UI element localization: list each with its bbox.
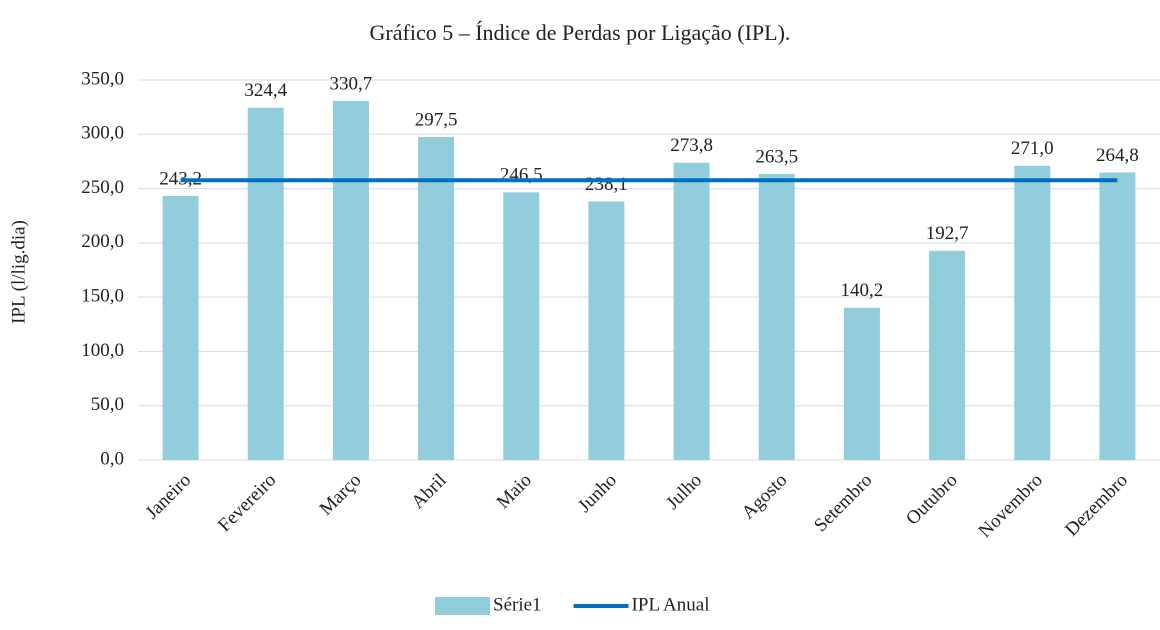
x-tick-label: Abril [407, 470, 450, 513]
data-label: 192,7 [926, 223, 969, 244]
y-tick-label: 200,0 [81, 231, 124, 252]
data-label: 271,0 [1011, 138, 1054, 159]
y-tick-label: 350,0 [81, 68, 124, 89]
x-tick-label: Dezembro [1061, 470, 1132, 541]
x-tick-label: Setembro [810, 470, 876, 536]
chart-title: Gráfico 5 – Índice de Perdas por Ligação… [370, 20, 791, 45]
x-tick-label: Junho [574, 470, 621, 517]
data-label: 324,4 [244, 80, 287, 101]
x-tick-label: Janeiro [142, 470, 196, 524]
bar [1099, 172, 1136, 460]
bar [332, 100, 369, 460]
x-tick-label: Julho [662, 470, 706, 514]
y-tick-label: 0,0 [100, 448, 124, 469]
data-label: 330,7 [330, 73, 373, 94]
bar [418, 137, 455, 460]
bar [588, 201, 625, 460]
data-label: 246,5 [500, 165, 543, 186]
legend-swatch [435, 597, 490, 615]
bar [843, 307, 880, 460]
data-label: 297,5 [415, 109, 458, 130]
bar [503, 192, 540, 460]
y-tick-label: 300,0 [81, 123, 124, 144]
bar [247, 107, 284, 461]
legend-label: IPL Anual [632, 594, 710, 615]
data-label: 263,5 [755, 146, 798, 167]
data-label: 264,8 [1096, 145, 1139, 166]
data-label: 238,1 [585, 174, 628, 195]
legend-label: Série1 [493, 594, 542, 615]
y-axis-title: IPL (l/lig.dia) [8, 220, 29, 324]
data-label: 273,8 [670, 135, 713, 156]
y-tick-label: 50,0 [91, 394, 124, 415]
x-tick-label: Novembro [975, 470, 1047, 542]
y-tick-label: 150,0 [81, 286, 124, 307]
bar [1014, 165, 1051, 460]
x-tick-label: Outubro [902, 470, 962, 530]
bar [758, 173, 795, 460]
x-tick-label: Agosto [738, 470, 792, 524]
x-tick-label: Maio [493, 470, 536, 513]
x-tick-label: Março [316, 470, 366, 520]
bar [929, 250, 966, 460]
data-label: 140,2 [841, 280, 884, 301]
y-tick-label: 100,0 [81, 340, 124, 361]
bar [162, 195, 199, 460]
bar [673, 162, 710, 460]
x-tick-label: Fevereiro [214, 470, 280, 536]
y-tick-label: 250,0 [81, 177, 124, 198]
